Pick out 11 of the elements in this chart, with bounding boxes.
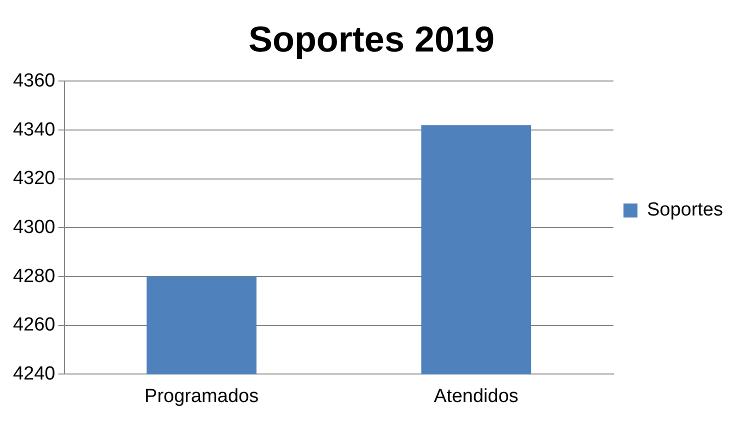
y-tick-label: 4240 [12, 363, 56, 384]
chart-title: Soportes 2019 [248, 18, 495, 60]
y-tick-label: 4260 [12, 314, 56, 336]
y-tick-label: 4360 [12, 70, 56, 92]
x-tick-label: Programados [144, 386, 259, 407]
y-tick-label: 4320 [12, 168, 56, 190]
y-tick-label: 4340 [12, 119, 56, 140]
legend-label: Soportes [646, 200, 723, 221]
y-tick-label: 4300 [12, 216, 56, 238]
x-tick-label: Atendidos [434, 386, 518, 407]
y-tick-label: 4280 [12, 266, 56, 287]
